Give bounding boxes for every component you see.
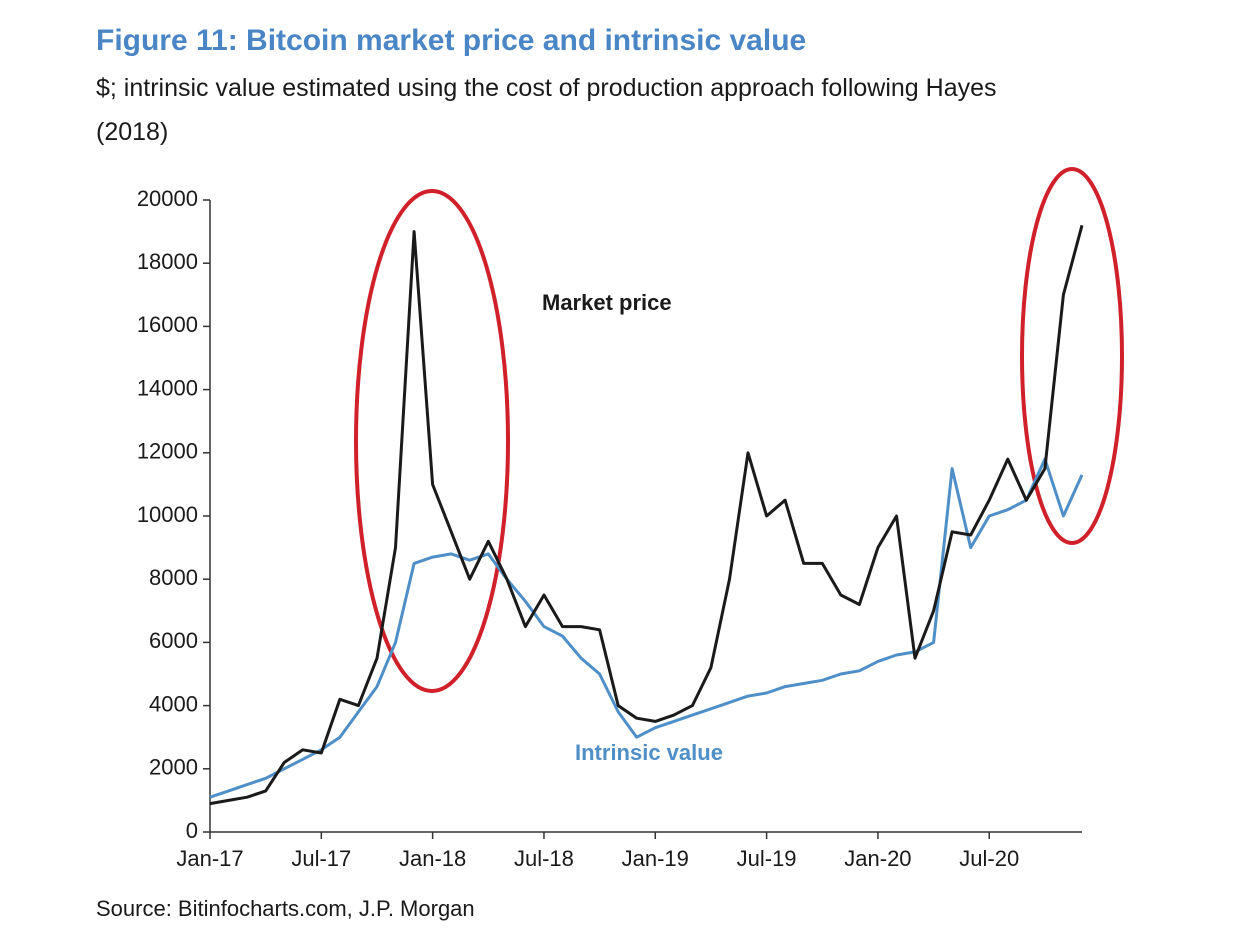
annotation: Market price bbox=[542, 290, 672, 315]
y-tick-label: 12000 bbox=[137, 439, 198, 464]
x-tick-label: Jan-17 bbox=[176, 846, 243, 871]
x-tick-label: Jan-19 bbox=[622, 846, 689, 871]
y-tick-label: 6000 bbox=[149, 628, 198, 653]
chart-subtitle: $; intrinsic value estimated using the c… bbox=[96, 74, 997, 146]
y-tick-label: 18000 bbox=[137, 249, 198, 274]
y-tick-label: 20000 bbox=[137, 186, 198, 211]
y-tick-label: 2000 bbox=[149, 755, 198, 780]
annotation: Intrinsic value bbox=[575, 740, 723, 765]
chart-title: Figure 11: Bitcoin market price and intr… bbox=[96, 24, 806, 57]
y-tick-label: 14000 bbox=[137, 375, 198, 400]
y-tick-label: 4000 bbox=[149, 691, 198, 716]
highlight-ellipse bbox=[1020, 167, 1124, 545]
x-tick-label: Jul-17 bbox=[291, 846, 351, 871]
y-tick-label: 16000 bbox=[137, 312, 198, 337]
source: Source: Bitinfocharts.com, J.P. Morgan bbox=[96, 896, 475, 921]
y-tick-label: 0 bbox=[186, 818, 198, 843]
line-series bbox=[209, 224, 1084, 806]
x-tick-label: Jul-19 bbox=[737, 846, 797, 871]
line-series bbox=[209, 457, 1084, 799]
subtitle-box: $; intrinsic value estimated using the c… bbox=[96, 74, 997, 146]
x-tick-label: Jul-18 bbox=[514, 846, 574, 871]
x-tick-label: Jan-18 bbox=[399, 846, 466, 871]
y-tick-label: 10000 bbox=[137, 502, 198, 527]
x-tick-label: Jul-20 bbox=[959, 846, 1019, 871]
y-tick-label: 8000 bbox=[149, 565, 198, 590]
x-tick-label: Jan-20 bbox=[844, 846, 911, 871]
highlight-ellipse bbox=[354, 189, 510, 693]
